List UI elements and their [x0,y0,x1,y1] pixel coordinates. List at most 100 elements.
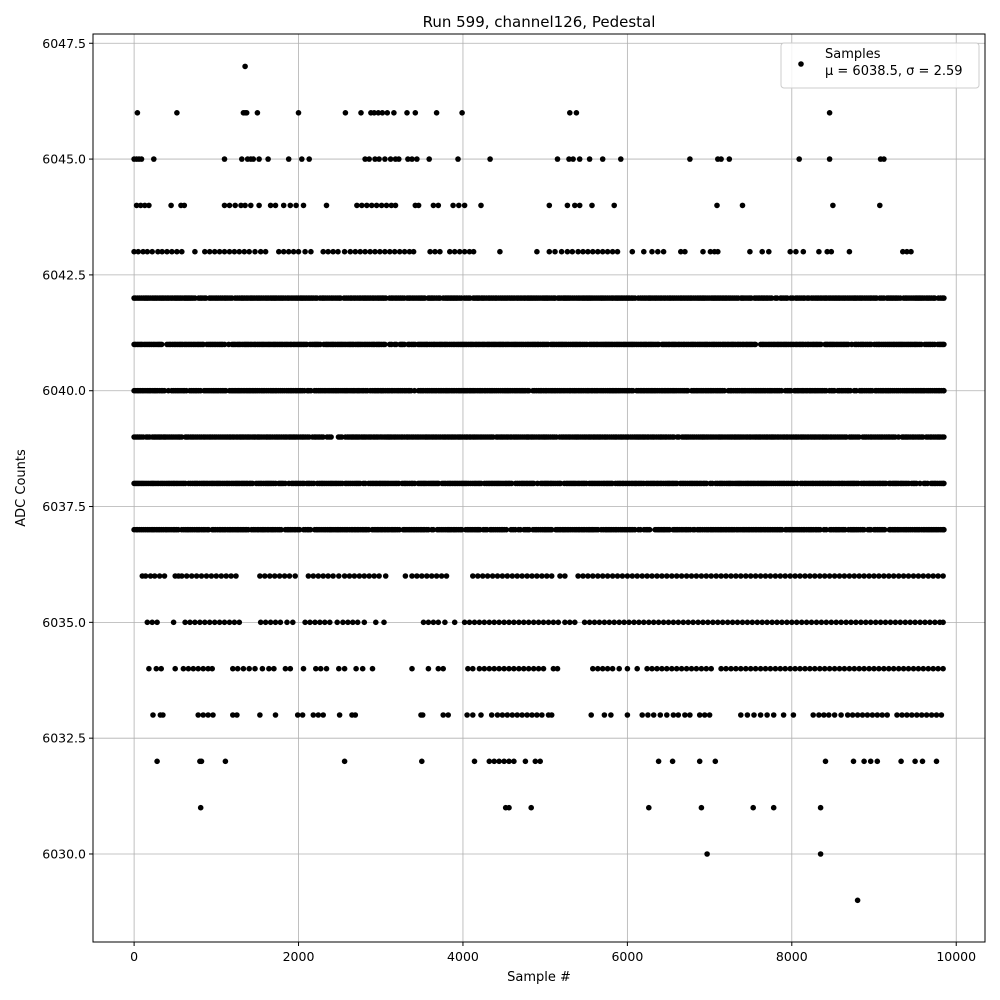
data-point [604,573,611,579]
data-point [881,156,887,162]
data-point [415,202,422,209]
data-point [346,573,353,579]
data-point [836,573,843,579]
data-point [198,573,205,579]
data-point [818,619,825,626]
data-point [688,573,695,579]
data-point [501,619,507,626]
data-point [569,248,576,255]
data-point [435,665,442,672]
data-point [320,573,327,579]
data-point [478,712,484,718]
data-point [266,665,272,672]
y-tick-label: 6032.5 [42,731,86,746]
data-point [678,248,684,255]
data-point [723,665,729,672]
data-point [826,712,832,718]
data-point [828,248,835,255]
data-point [792,665,798,672]
data-point [414,156,420,162]
data-point [915,573,922,579]
data-point [912,619,918,626]
data-point [435,202,442,209]
y-tick-label: 6030.0 [42,846,86,861]
data-point [497,248,503,255]
data-point [381,619,387,626]
data-point [847,387,854,394]
data-point [153,665,160,672]
data-point [595,248,601,255]
data-point [302,248,308,255]
data-point [655,758,662,765]
data-point [159,248,165,255]
data-point [154,758,160,765]
data-point [226,619,233,626]
data-point [208,573,215,579]
data-point [897,619,904,626]
data-point [239,156,245,162]
data-point [456,248,463,255]
data-point [644,573,650,579]
data-point [902,619,909,626]
data-point [793,248,799,255]
data-point [537,758,543,765]
data-point [780,712,787,718]
data-point [609,573,616,579]
y-tick-label: 6042.5 [42,267,86,282]
data-point [519,712,525,718]
data-point [738,665,744,672]
data-point [822,758,829,765]
data-point [221,248,228,255]
data-point [812,665,818,672]
data-point [226,202,233,209]
data-point [833,619,839,626]
data-point [683,665,690,672]
data-point [149,248,155,255]
data-point [572,202,578,209]
data-point [734,619,741,626]
data-point [800,248,807,255]
data-point [272,619,279,626]
data-point [701,712,708,718]
data-point [486,758,493,765]
data-point [430,526,437,533]
data-point [287,665,294,672]
data-point [254,110,261,116]
data-point [874,758,881,765]
data-point [624,573,631,579]
data-point [590,665,596,672]
data-point [618,156,624,162]
data-point [683,573,690,579]
data-point [206,619,213,626]
data-point [206,248,213,255]
data-point [470,573,476,579]
data-point [938,712,945,718]
chart-title: Run 599, channel126, Pedestal [423,13,656,31]
data-point [147,573,154,579]
y-tick-label: 6040.0 [42,383,86,398]
legend-stats: μ = 6038.5, σ = 2.59 [825,64,963,79]
data-point [377,248,383,255]
data-point [664,573,670,579]
data-point [782,573,788,579]
data-point [511,619,517,626]
data-point [792,573,798,579]
data-point [336,712,343,718]
data-point [752,341,759,348]
data-point [205,665,211,672]
data-point [941,295,947,301]
data-point [693,665,700,672]
data-point [807,573,813,579]
data-point [172,665,178,672]
data-point [856,665,862,672]
data-point [918,712,925,718]
data-point [861,573,867,579]
data-point [752,665,759,672]
data-point [315,573,322,579]
data-point [933,758,940,765]
data-point [459,110,465,116]
data-point [930,573,936,579]
data-point [476,665,483,672]
data-point [299,712,306,718]
data-point [464,712,470,718]
